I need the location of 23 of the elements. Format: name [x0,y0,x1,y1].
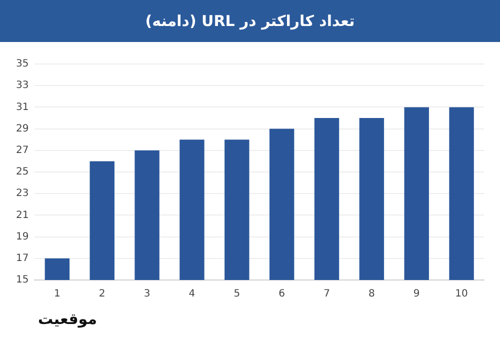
y-tick-label: 15 [16,274,29,286]
y-tick-label: 29 [16,123,29,134]
x-tick-label: 9 [413,288,420,300]
x-tick-label: 10 [455,288,468,300]
y-tick-label: 31 [16,102,29,113]
x-tick-label: 5 [234,288,240,300]
y-tick-label: 27 [16,144,29,156]
x-tick-label: 1 [54,288,60,300]
y-tick-label: 21 [16,210,29,221]
y-tick-label: 23 [16,188,29,200]
x-tick-label: 7 [324,288,330,300]
x-tick-label: 6 [278,288,286,300]
x-tick-label: 2 [98,288,106,300]
x-tick-label: 3 [144,288,150,300]
x-tick-label: 4 [188,288,196,300]
y-tick-label: 35 [16,58,29,70]
y-tick-label: 33 [16,80,29,92]
chart-title: تعداد کاراکتر در URL (دامنه) [0,0,500,42]
y-tick-label: 25 [16,166,29,178]
y-tick-label: 17 [16,252,29,264]
x-axis-title: موقعیت [38,310,97,328]
y-tick-label: 19 [16,231,29,242]
x-tick-label: 8 [368,288,375,300]
